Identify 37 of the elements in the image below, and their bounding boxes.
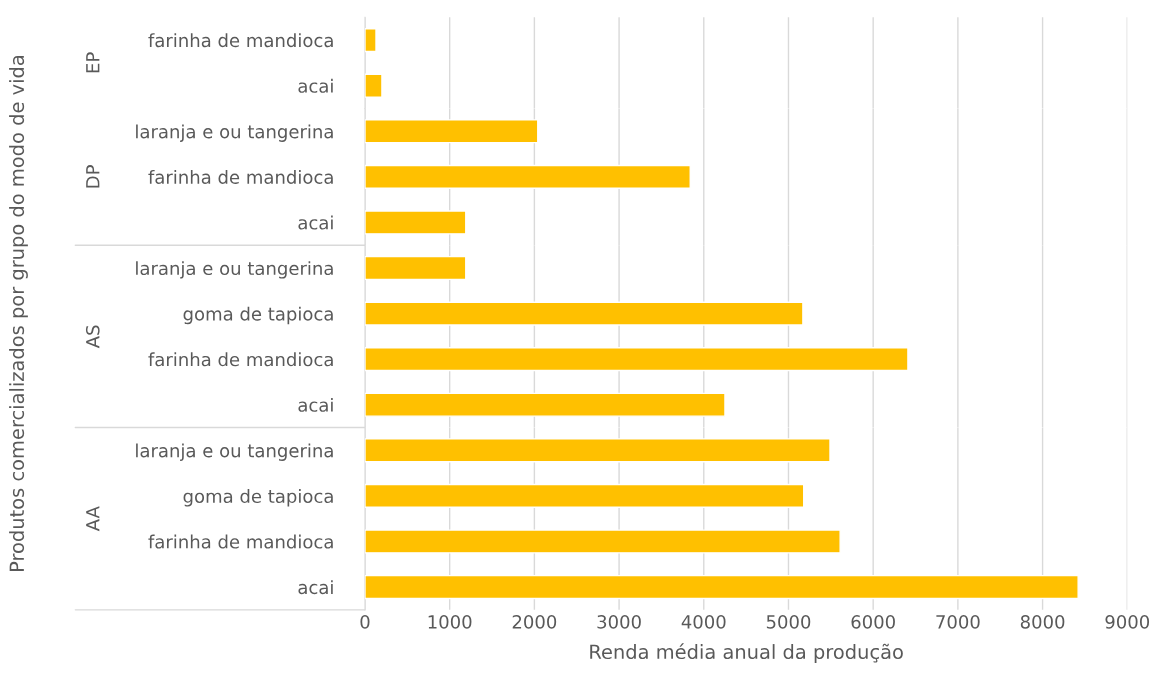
x-tick-label: 9000	[1105, 615, 1150, 629]
x-tick-label: 7000	[936, 615, 980, 629]
y-tick-label: farinha de mandioca	[148, 169, 333, 184]
text: EP	[86, 52, 100, 73]
y-tick-label: acai	[298, 397, 333, 412]
text: AA	[86, 506, 100, 532]
bar	[364, 255, 467, 281]
y-axis-title: Produtos comercializados por grupo do modo de vida	[9, 56, 28, 572]
y-tick-label: goma de tapioca	[183, 489, 333, 507]
bar	[364, 347, 909, 372]
x-axis-title: Renda média anual da produção	[590, 643, 903, 663]
y-tick-label: laranja e ou tangerina	[136, 261, 333, 279]
x-tick-label: 8000	[1020, 615, 1065, 629]
bar	[364, 574, 1079, 600]
x-tick-label: 6000	[851, 615, 895, 629]
y-tick-label: farinha de mandioca	[148, 534, 333, 549]
y-tick-label: laranja e ou tangerina	[136, 124, 333, 142]
y-tick-label: farinha de mandioca	[148, 352, 333, 367]
y-tick-label: acai	[298, 580, 333, 595]
y-tick-label: farinha de mandioca	[148, 33, 333, 48]
bar	[364, 438, 831, 463]
x-tick-label: 1000	[428, 615, 472, 629]
x-tick-label: 5000	[766, 615, 811, 629]
y-tick-label: acai	[298, 78, 333, 93]
text: AS	[85, 325, 100, 349]
bar	[364, 392, 726, 417]
y-tick-label: acai	[298, 215, 333, 230]
text: DP	[86, 165, 100, 188]
bar	[364, 529, 841, 554]
x-tick-label: 3000	[597, 615, 641, 629]
bar	[364, 483, 805, 508]
bar	[364, 301, 804, 326]
y-tick-label: laranja e ou tangerina	[136, 443, 333, 461]
y-tick-label: goma de tapioca	[183, 306, 333, 325]
x-tick-label: 0	[360, 615, 370, 629]
x-tick-label: 2000	[512, 615, 557, 629]
x-tick-label: 4000	[681, 615, 726, 629]
